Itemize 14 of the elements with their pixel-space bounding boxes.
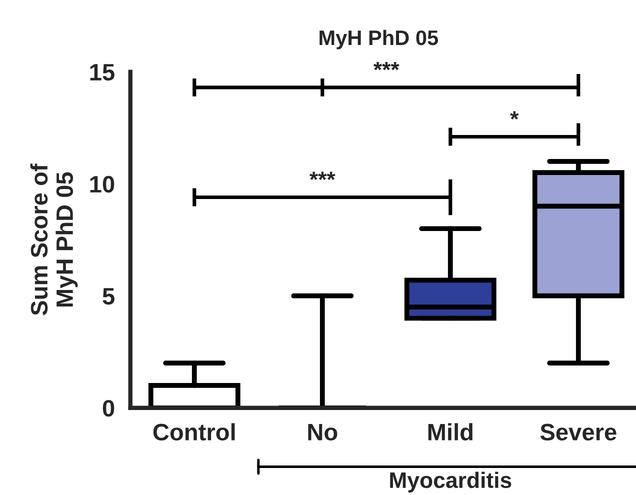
x-tick-label: Mild	[428, 423, 472, 440]
text: Myocarditis	[390, 472, 512, 492]
y-tick-label: 5	[102, 288, 114, 305]
y-axis-title: Sum Score of MyH PhD 05	[30, 164, 78, 316]
x-tick-label: Control	[153, 423, 235, 440]
annotation: ***	[309, 172, 336, 180]
text: ***	[373, 62, 400, 70]
annotation: *	[510, 111, 519, 120]
y-tick-label: 10	[90, 176, 114, 193]
y-tick-label: 15	[90, 64, 114, 81]
x-tick-label: No	[308, 424, 338, 440]
x-tick-label: Severe	[540, 424, 616, 440]
y-tick-label: 0	[102, 400, 114, 417]
chart-title: MyH PhD 05	[320, 30, 438, 50]
